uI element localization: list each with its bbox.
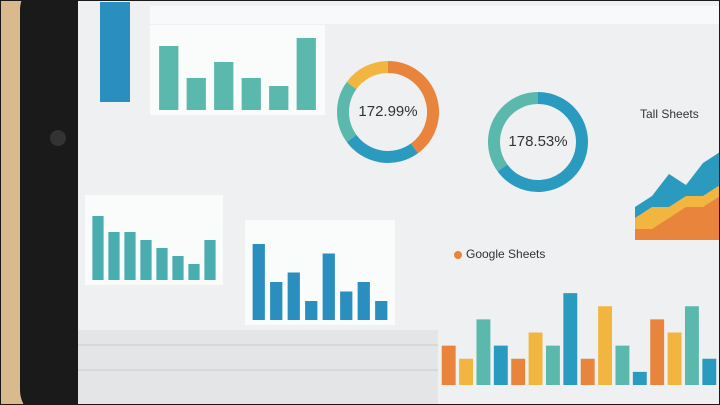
donut-segment [346, 61, 389, 90]
bar [108, 232, 120, 280]
sidebar [100, 2, 130, 102]
donut-segment [497, 92, 588, 192]
bar [528, 332, 543, 385]
panel [85, 195, 223, 285]
bar [476, 319, 491, 385]
donut-label: 172.99% [358, 103, 417, 120]
panel [245, 220, 395, 325]
bar [140, 240, 152, 280]
bar [296, 38, 316, 110]
bar [159, 46, 179, 110]
panel-title: Tall Sheets [640, 107, 699, 121]
bar [287, 272, 300, 320]
bar [650, 319, 665, 385]
bar [252, 244, 265, 320]
bar [615, 345, 630, 385]
bar [441, 345, 456, 385]
bar [92, 216, 104, 280]
donut-segment [488, 92, 539, 172]
bar [124, 232, 136, 280]
bar [305, 301, 318, 320]
bar [270, 282, 283, 320]
bar [156, 248, 168, 280]
bar [598, 306, 613, 385]
title-dot [454, 251, 462, 259]
bar [545, 345, 560, 385]
bar [702, 358, 717, 385]
bar [357, 282, 370, 320]
bar [269, 86, 289, 110]
panel [150, 25, 325, 115]
bar [459, 358, 474, 385]
bar [204, 240, 216, 280]
toolbar [150, 6, 720, 24]
bar [684, 306, 699, 385]
bar [241, 78, 261, 110]
bar [580, 358, 595, 385]
bar [375, 301, 388, 320]
bar [493, 345, 508, 385]
bar [188, 264, 200, 280]
area [635, 196, 720, 240]
donut-label: 178.53% [508, 133, 567, 150]
bar [667, 332, 682, 385]
donut-segment [337, 82, 357, 142]
bar [322, 253, 335, 320]
bar [340, 291, 353, 320]
bar [511, 358, 526, 385]
bar [186, 78, 206, 110]
table-area [78, 330, 438, 405]
panel-title: Google Sheets [466, 247, 545, 261]
bar [214, 62, 234, 110]
bar [632, 371, 647, 385]
bar [563, 293, 578, 385]
donut-segment [387, 61, 439, 154]
bar [172, 256, 184, 280]
home-button [50, 130, 66, 146]
donut-segment [346, 134, 418, 163]
